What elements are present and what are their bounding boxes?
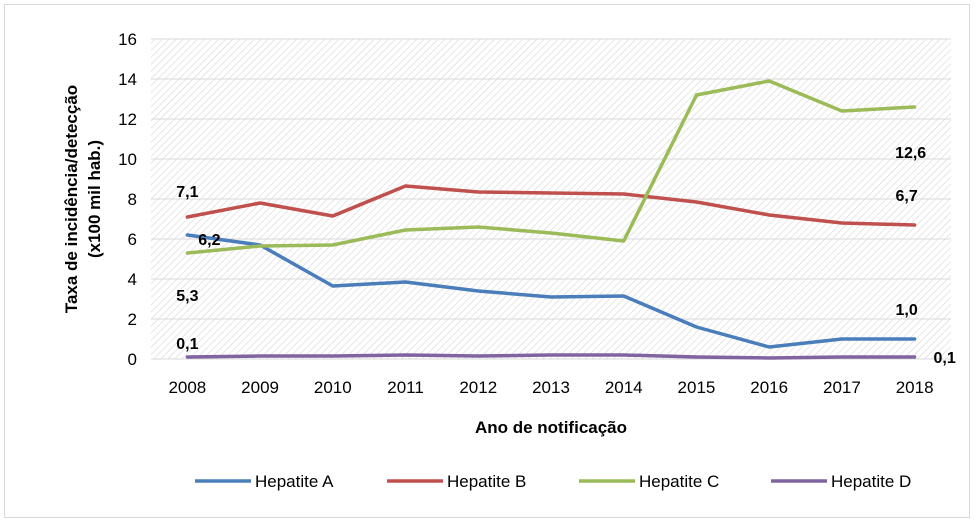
x-tick-label: 2016 [750,378,788,397]
legend-label: Hepatite C [639,472,719,491]
x-tick-label: 2008 [168,378,206,397]
x-tick-label: 2010 [314,378,352,397]
legend-label: Hepatite D [831,472,911,491]
data-label: 7,1 [176,184,198,201]
legend-item-hepatite-d: Hepatite D [771,472,911,491]
x-tick-label: 2018 [896,378,934,397]
legend-item-hepatite-b: Hepatite B [387,472,526,491]
legend: Hepatite A Hepatite B Hepatite C Hepatite D [195,472,911,491]
x-tick-label: 2009 [241,378,279,397]
legend-label: Hepatite A [255,472,334,491]
data-label: 0,1 [176,336,198,353]
data-label: 1,0 [896,302,918,319]
y-tick-label: 8 [128,190,137,209]
x-tick-label: 2011 [387,378,424,397]
x-axis-ticks: 2008 2009 2010 2011 2012 2013 2014 2015 2016 2017… [168,378,933,397]
y-axis-ticks: 0 2 4 6 8 10 12 14 16 [118,30,137,369]
y-tick-label: 10 [118,150,137,169]
data-label: 12,6 [895,145,926,162]
y-tick-label: 6 [128,230,137,249]
y-axis-title-line-2: (x100 mil hab.) [85,140,104,258]
data-label: 0,1 [934,350,956,367]
y-tick-label: 16 [118,30,137,49]
x-tick-label: 2017 [823,378,861,397]
x-tick-label: 2012 [459,378,497,397]
data-label: 5,3 [176,288,198,305]
y-tick-label: 4 [128,270,137,289]
x-tick-label: 2013 [532,378,570,397]
x-axis-title: Ano de notificação [475,418,627,437]
y-tick-label: 2 [128,310,137,329]
data-label: 6,2 [198,232,220,249]
y-axis-title: Taxa de incidência/detecção (x100 mil ha… [62,85,104,313]
legend-label: Hepatite B [447,472,526,491]
legend-item-hepatite-a: Hepatite A [195,472,334,491]
y-tick-label: 0 [128,350,137,369]
x-tick-label: 2014 [605,378,643,397]
x-tick-label: 2015 [678,378,716,397]
y-tick-label: 12 [118,110,137,129]
chart-frame: 0 2 4 6 8 10 12 14 16 2008 2009 2010 2011 2012 2013 20… [4,4,970,518]
y-tick-label: 14 [118,70,137,89]
data-label: 6,7 [896,188,918,205]
legend-item-hepatite-c: Hepatite C [579,472,719,491]
y-axis-title-line-1: Taxa de incidência/detecção [62,85,81,313]
